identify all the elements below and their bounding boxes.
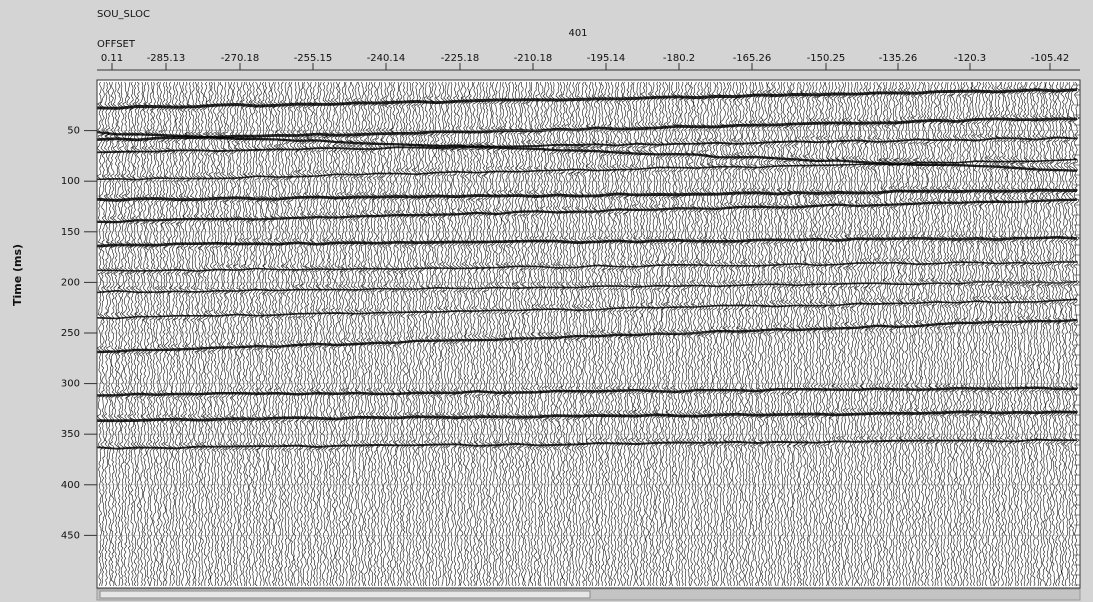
y-tick-label: 100 xyxy=(61,176,80,187)
y-axis-title: Time (ms) xyxy=(11,244,24,306)
offset-label: -270.18 xyxy=(221,53,260,64)
y-tick-label: 250 xyxy=(61,328,80,339)
offset-label: -165.26 xyxy=(733,53,772,64)
offset-label: -210.18 xyxy=(514,53,553,64)
y-tick-label: 350 xyxy=(61,429,80,440)
offset-label: -180.2 xyxy=(663,53,695,64)
y-tick-label: 200 xyxy=(61,277,80,288)
scrollbar-thumb[interactable] xyxy=(100,591,590,598)
y-tick-label: 400 xyxy=(61,480,80,491)
offset-label: -120.3 xyxy=(954,53,986,64)
offset-label: 0.11 xyxy=(101,53,123,64)
y-tick-label: 150 xyxy=(61,227,80,238)
header-title: SOU_SLOC xyxy=(97,9,150,20)
offset-label: -135.26 xyxy=(879,53,918,64)
y-tick-label: 50 xyxy=(67,126,80,137)
seismic-viewer: SOU_SLOC 401 OFFSET Time (ms) 50 100 150 20… xyxy=(0,0,1093,602)
offset-label: -240.14 xyxy=(367,53,406,64)
offset-label: -105.42 xyxy=(1031,53,1070,64)
source-value: 401 xyxy=(568,28,587,39)
y-tick-label: 300 xyxy=(61,379,80,390)
offset-label: -195.14 xyxy=(587,53,626,64)
y-tick-label: 450 xyxy=(61,530,80,541)
offset-title: OFFSET xyxy=(97,39,136,50)
offset-label: -225.18 xyxy=(441,53,480,64)
offset-label: -285.13 xyxy=(147,53,186,64)
offset-label: -255.15 xyxy=(294,53,333,64)
offset-label: -150.25 xyxy=(807,53,846,64)
